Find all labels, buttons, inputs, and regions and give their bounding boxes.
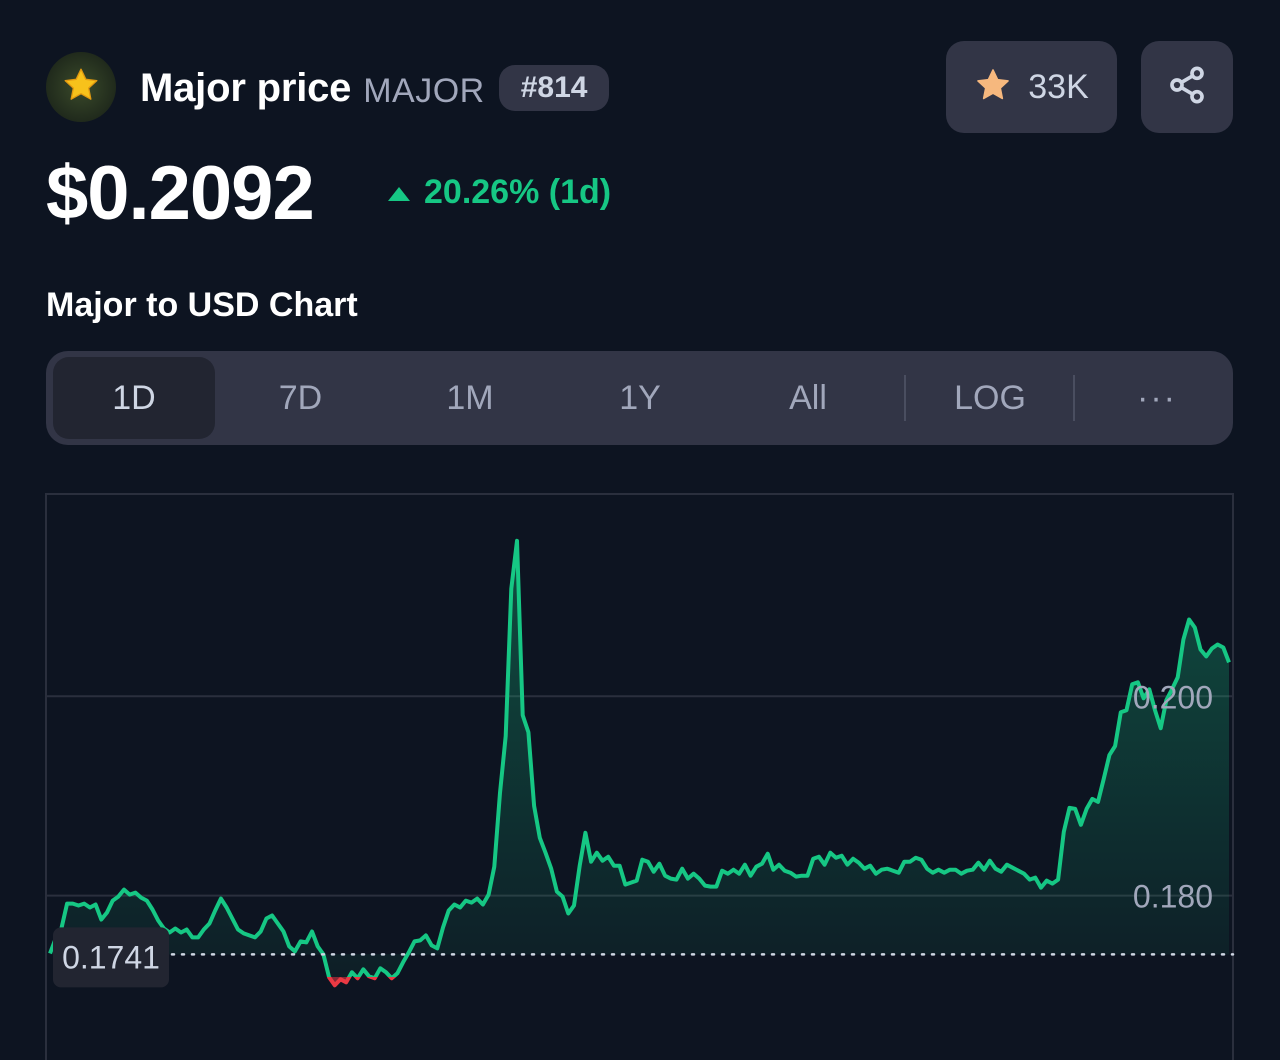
share-icon xyxy=(1167,65,1207,110)
coin-logo xyxy=(46,52,116,122)
watchlist-button[interactable]: 33K xyxy=(946,41,1117,133)
coin-name: Major price xyxy=(140,65,352,110)
coin-title: Major price MAJOR #814 xyxy=(140,62,610,114)
tab-1d[interactable]: 1D xyxy=(53,357,215,439)
tab-1m[interactable]: 1M xyxy=(446,378,494,417)
chart-frame xyxy=(45,493,1234,1060)
coin-symbol: MAJOR xyxy=(363,71,485,110)
range-selector: 1D 7D 1M 1Y All LOG ··· xyxy=(46,351,1233,445)
y-tick-label: 0.180 xyxy=(1133,879,1213,915)
range-divider xyxy=(904,375,906,421)
range-divider xyxy=(1073,375,1075,421)
price-line xyxy=(48,538,1231,977)
current-price: $0.2092 xyxy=(46,151,315,236)
tab-all[interactable]: All xyxy=(789,378,827,417)
tab-1y[interactable]: 1Y xyxy=(619,378,661,417)
baseline-label-box xyxy=(53,927,169,988)
price-change-value: 20.26% (1d) xyxy=(424,172,612,211)
area-fill-above xyxy=(50,540,1229,977)
area-fill-below xyxy=(329,977,394,986)
rank-badge: #814 xyxy=(498,65,610,111)
share-button[interactable] xyxy=(1141,41,1233,133)
more-options-button[interactable]: ··· xyxy=(1137,378,1177,417)
star-icon xyxy=(61,65,101,110)
tab-7d[interactable]: 7D xyxy=(278,378,323,417)
tab-log[interactable]: LOG xyxy=(954,378,1026,417)
baseline-label: 0.1741 xyxy=(62,939,160,975)
triangle-up-icon xyxy=(386,173,412,212)
price-change: 20.26% (1d) xyxy=(386,170,611,214)
watchlist-star-icon xyxy=(974,66,1012,109)
y-tick-label: 0.200 xyxy=(1133,679,1213,715)
chart-heading: Major to USD Chart xyxy=(46,286,358,324)
watchlist-count: 33K xyxy=(1028,67,1089,106)
